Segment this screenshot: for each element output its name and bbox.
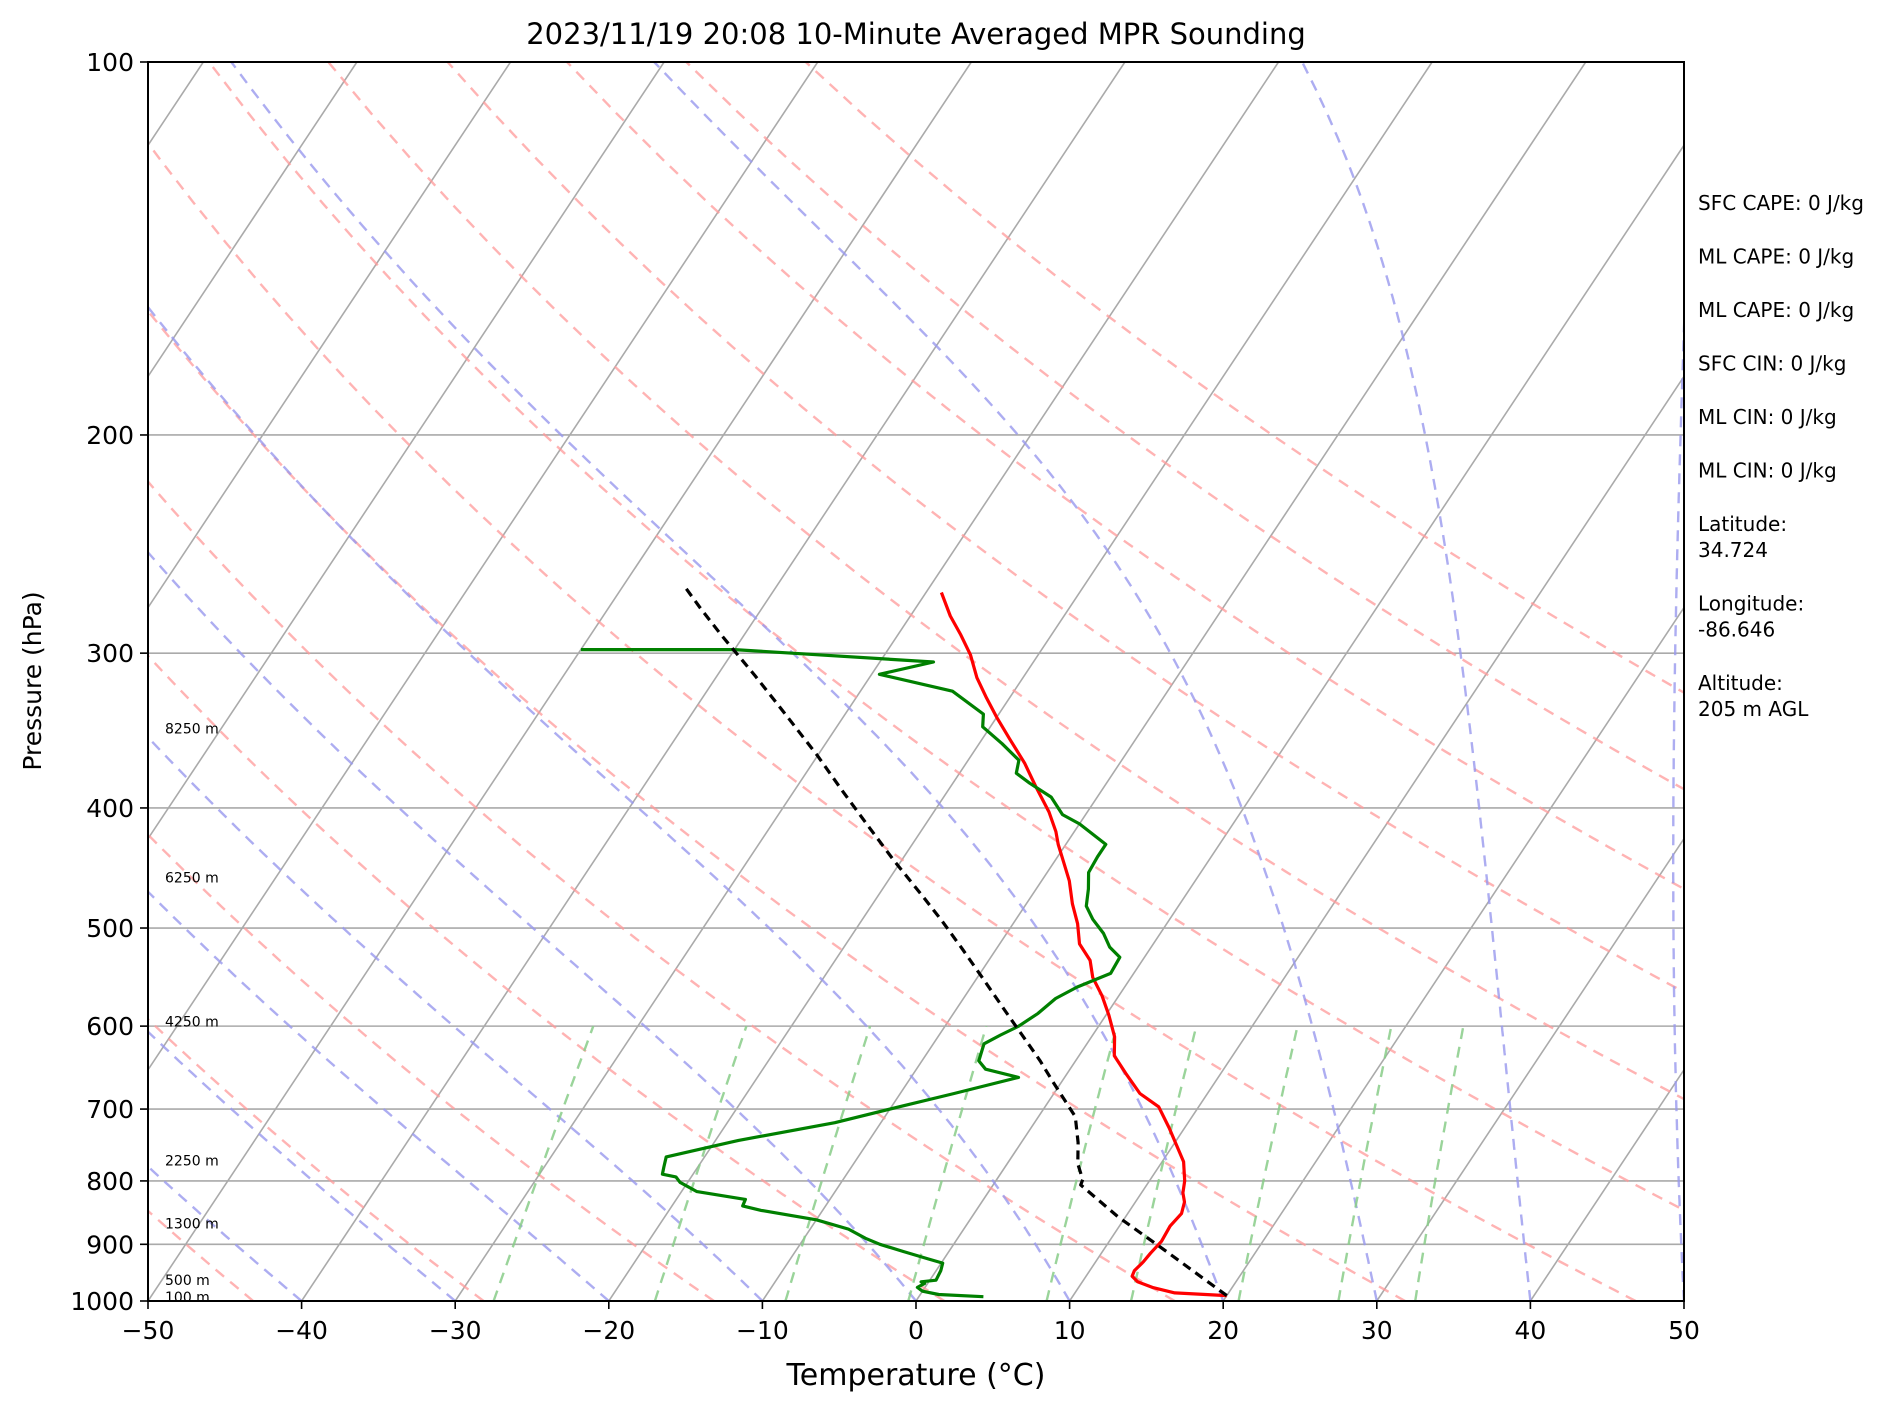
moist-adiabat-line [148,1164,303,1301]
isotherm-line [1222,606,1684,1301]
moist-adiabat-line [148,1030,456,1301]
y-tick-label: 1000 [70,1287,134,1316]
y-tick-label: 800 [86,1167,134,1196]
isotherm-line [1529,1068,1684,1301]
dry-adiabat-line [148,654,946,1301]
y-tick-label: 400 [86,794,134,823]
stats-annotation: ML CIN: 0 J/kg [1698,459,1837,483]
parcel-trace [684,587,1228,1297]
moist-adiabat-line [1672,294,1684,1301]
x-tick-label: 0 [908,1316,924,1345]
x-tick-label: 50 [1668,1316,1700,1345]
stats-annotation: Longitude: -86.646 [1698,592,1804,642]
moist-adiabat-line [148,305,1071,1301]
isotherm-line [915,143,1684,1301]
stats-annotation: ML CAPE: 0 J/kg [1698,298,1854,322]
stats-annotation: SFC CIN: 0 J/kg [1698,352,1846,376]
moist-adiabat-line [148,735,764,1301]
stats-annotation: Altitude: 205 m AGL [1698,671,1809,721]
stats-annotation: SFC CAPE: 0 J/kg [1698,191,1864,215]
isotherm-line [148,62,819,1072]
x-tick-label: 20 [1207,1316,1239,1345]
isotherm-line [1068,374,1684,1301]
dry-adiabat-line [148,479,1176,1301]
height-label: 6250 m [165,870,219,886]
x-tick-label: 10 [1054,1316,1086,1345]
isotherm-line [148,62,972,1301]
background-lines [148,62,1684,1301]
y-tick-label: 300 [86,639,134,668]
y-axis-label: Pressure (hPa) [18,591,47,770]
stats-annotations: SFC CAPE: 0 J/kg ML CAPE: 0 J/kg ML CAPE: … [1698,191,1864,721]
x-axis-label: Temperature (°C) [786,1358,1046,1393]
isotherm-line [148,62,665,841]
isotherm-line [148,62,512,609]
height-label: 1300 m [165,1217,219,1233]
moist-adiabat-line [148,890,610,1301]
stats-annotation: ML CIN: 0 J/kg [1698,405,1837,429]
y-tick-label: 500 [86,914,134,943]
x-axis-ticks: −50 −40 −30 −20 −10 0 10 20 30 40 50 [122,1301,1700,1345]
stats-annotation: ML CAPE: 0 J/kg [1698,245,1854,269]
x-tick-label: 40 [1514,1316,1546,1345]
mixing-ratio-line [1414,1025,1465,1301]
height-label: 100 m [165,1290,210,1306]
isotherm-line [148,62,358,378]
y-axis-ticks: 100 200 300 400 500 600 700 800 900 1000 [70,48,148,1316]
mixing-ratio-line [1337,1025,1393,1301]
x-tick-label: −50 [122,1316,175,1345]
isotherm-line [454,62,1280,1301]
chart-title: 2023/11/19 20:08 10-Minute Averaged MPR … [526,17,1306,51]
y-tick-label: 100 [86,48,134,77]
x-tick-label: −10 [736,1316,789,1345]
mixing-ratio-line [492,1025,595,1301]
dry-adiabat-line [208,62,1684,1212]
dewpoint-trace [580,648,1122,1299]
y-tick-label: 200 [86,421,134,450]
x-tick-label: −30 [429,1316,482,1345]
height-label: 4250 m [165,1015,219,1031]
x-tick-label: −20 [582,1316,635,1345]
mixing-ratio-line [1237,1025,1299,1301]
y-tick-label: 700 [86,1095,134,1124]
isotherm-line [608,62,1433,1301]
y-tick-label: 900 [86,1230,134,1259]
dry-adiabat-line [148,1017,485,1301]
dry-adiabat-line [804,62,1684,695]
height-label: 8250 m [165,721,219,737]
moist-adiabat-line [148,550,917,1301]
dry-adiabat-line [566,62,1684,891]
height-label: 2250 m [165,1153,219,1169]
x-tick-label: 30 [1361,1316,1393,1345]
isotherm-line [761,62,1587,1301]
data-traces [580,587,1228,1299]
dry-adiabat-line [148,1209,254,1301]
y-tick-label: 600 [86,1012,134,1041]
isotherm-line [300,62,1126,1301]
mixing-ratio-line [907,1025,988,1301]
mixing-ratio-line [1045,1025,1118,1301]
mixing-ratio-line [653,1025,748,1301]
mixing-ratio-line [784,1025,872,1301]
stats-annotation: Latitude: 34.724 [1698,512,1787,562]
dry-adiabat-line [327,62,1684,1101]
height-label: 500 m [165,1273,210,1289]
moist-adiabat-line [653,62,1378,1301]
temperature-trace [939,591,1227,1298]
isotherm-line [1376,837,1684,1301]
x-tick-label: −40 [275,1316,328,1345]
moist-adiabat-line [1301,62,1532,1301]
